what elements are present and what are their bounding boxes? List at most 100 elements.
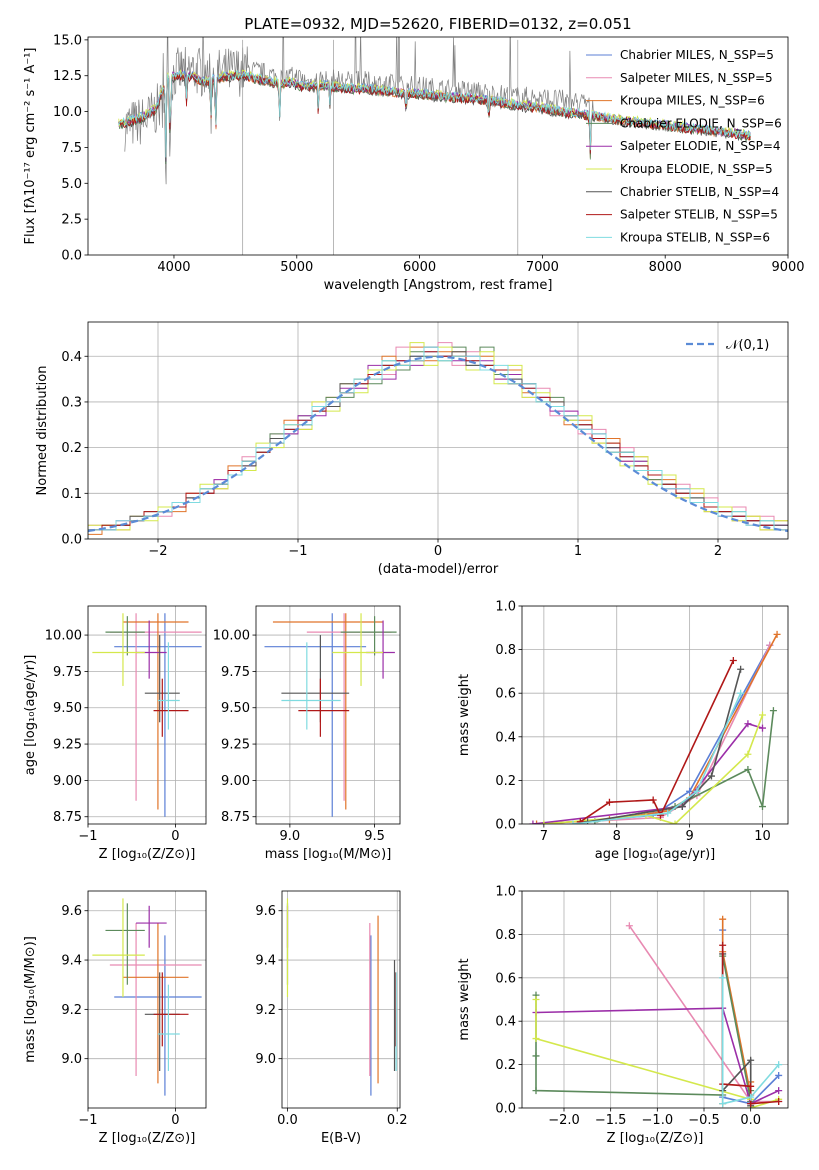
x-axis-label: Z [log₁₀(Z/Z⊙)] [607, 1131, 704, 1146]
weight-marker-5 [532, 996, 540, 1003]
y-tick-label: 9.00 [221, 774, 250, 789]
x-tick-label: −0.5 [688, 1113, 720, 1128]
y-tick-label: 9.25 [221, 738, 250, 753]
weight-line-8 [572, 692, 742, 824]
y-tick-label: 9.6 [61, 904, 82, 919]
plot-area [118, 37, 751, 255]
y-tick-label: 0.8 [495, 643, 516, 658]
y-tick-label: 10.00 [213, 629, 250, 644]
x-tick-label: 0.0 [740, 1113, 761, 1128]
plot-area [88, 606, 206, 824]
y-tick-label: 0.2 [495, 1058, 516, 1073]
legend-label: Chabrier STELIB, N_SSP=4 [620, 185, 779, 199]
y-tick-label: 12.5 [53, 69, 82, 84]
x-tick-label: −1 [78, 1113, 97, 1128]
weight-marker-7 [649, 796, 657, 804]
y-tick-label: 9.2 [61, 1003, 82, 1018]
x-tick-label: −1 [288, 544, 307, 559]
weight-marker-6 [678, 803, 686, 811]
y-tick-label: 9.4 [61, 954, 82, 969]
weight-marker-7 [729, 657, 737, 664]
y-tick-label: 9.75 [221, 665, 250, 680]
weight-marker-8 [719, 1100, 727, 1108]
x-tick-label: 9000 [771, 260, 804, 275]
model-line-8 [118, 70, 751, 158]
y-tick-label: 9.75 [53, 665, 82, 680]
axes-frame [521, 605, 789, 825]
weight-marker-6 [747, 1056, 755, 1064]
weight-marker-3 [532, 1052, 540, 1060]
axes-frame [255, 605, 401, 825]
weight-line-4 [535, 1007, 780, 1105]
x-tick-label: −1 [78, 829, 97, 844]
x-axis-label: E(B-V) [321, 1131, 361, 1146]
legend-label: Kroupa ELODIE, N_SSP=5 [620, 162, 773, 176]
weight-marker-7 [576, 818, 584, 824]
x-axis-label: (data-model)/error [378, 562, 499, 577]
y-tick-label: 1.0 [495, 600, 516, 615]
y-tick-label: 5.0 [61, 177, 82, 192]
axes-frame [87, 36, 789, 256]
x-tick-label: 10 [754, 829, 771, 844]
weight-marker-5 [532, 1035, 540, 1043]
weight-marker-3 [769, 707, 777, 715]
y-axis-label: mass weight [457, 958, 472, 1040]
plot-area [88, 322, 788, 539]
legend-label: Chabrier MILES, N_SSP=5 [620, 48, 774, 62]
x-tick-label: 9.5 [364, 829, 385, 844]
weight-line-2 [536, 633, 778, 824]
legend: Chabrier MILES, N_SSP=5 Salpeter MILES, N… [586, 48, 782, 244]
weight-line-1 [580, 644, 771, 823]
x-tick-label: −2.0 [548, 1113, 580, 1128]
weight-marker-4 [758, 724, 766, 732]
panel-spectrum: 4000 5000 6000 7000 8000 9000 0.0 2.5 5.0 7.5 10.0… [23, 15, 805, 293]
x-tick-label: 0 [434, 544, 442, 559]
weight-marker-7 [656, 811, 664, 819]
x-tick-label: 8 [613, 829, 621, 844]
weight-marker-7 [719, 941, 727, 949]
plot-area [282, 891, 400, 1108]
x-tick-label: 6000 [403, 260, 436, 275]
y-tick-label: 2.5 [61, 213, 82, 228]
weight-marker-5 [671, 820, 679, 824]
weight-marker-4 [529, 820, 537, 824]
x-tick-label: 9 [685, 829, 693, 844]
axes-frame [87, 890, 207, 1109]
x-axis-label: Z [log₁₀(Z/Z⊙)] [99, 1131, 196, 1146]
y-tick-label: 7.5 [61, 141, 82, 156]
y-tick-label: 9.6 [255, 904, 276, 919]
legend-label: Kroupa STELIB, N_SSP=6 [620, 230, 770, 244]
y-tick-label: 9.0 [255, 1052, 276, 1067]
axes-frame [87, 321, 789, 540]
y-tick-label: 0.0 [495, 818, 516, 833]
y-tick-label: 9.50 [221, 701, 250, 716]
y-tick-label: 0.0 [61, 533, 82, 548]
weight-marker-4 [775, 1087, 783, 1095]
y-tick-label: 0.2 [61, 441, 82, 456]
y-tick-label: 0.8 [495, 928, 516, 943]
panel-age-vs-Z: −1 0 8.75 9.00 9.25 9.50 9.75 10.00 Z [log₁₀(Z/Z… [23, 605, 207, 862]
y-tick-label: 9.50 [53, 701, 82, 716]
x-axis-label: mass [log₁₀(M/M⊙)] [265, 847, 392, 862]
y-tick-label: 0.4 [495, 1015, 516, 1030]
plot-area [256, 606, 400, 824]
weight-marker-0 [775, 1071, 783, 1079]
x-tick-label: 7000 [526, 260, 559, 275]
weight-marker-0 [686, 787, 694, 795]
weight-marker-3 [744, 766, 752, 773]
plot-area [88, 891, 206, 1108]
x-tick-label: 0 [171, 1113, 179, 1128]
y-tick-label: 0.4 [61, 350, 82, 365]
y-tick-label: 0.4 [495, 730, 516, 745]
y-tick-label: 9.25 [53, 738, 82, 753]
chart-title: PLATE=0932, MJD=52620, FIBERID=0132, z=0… [244, 15, 631, 33]
y-tick-label: 8.75 [221, 810, 250, 825]
weight-marker-8 [775, 1061, 783, 1069]
y-tick-label: 9.4 [255, 954, 276, 969]
x-tick-label: 0.0 [277, 1113, 298, 1128]
y-tick-label: 15.0 [53, 33, 82, 48]
panel-mass-vs-EBV: 0.0 0.2 9.0 9.2 9.4 9.6 E(B-V) [255, 890, 408, 1146]
weight-marker-7 [747, 1100, 755, 1108]
y-axis-label: Flux [fλ10⁻¹⁷ erg cm⁻² s⁻¹ A⁻¹] [23, 48, 38, 245]
